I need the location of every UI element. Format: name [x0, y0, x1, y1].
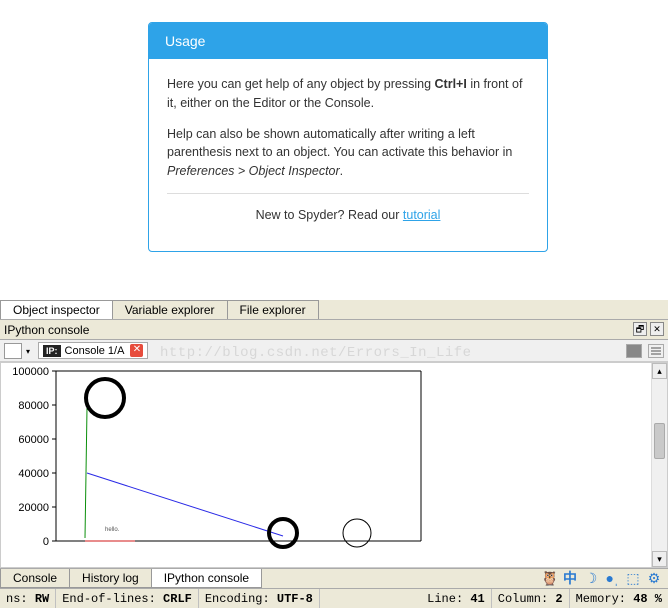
- stop-button[interactable]: [626, 344, 642, 358]
- console-tab-label: Console 1/A: [65, 345, 125, 357]
- console-tabbar: IP: Console 1/A ✕: [0, 340, 668, 362]
- box-icon[interactable]: ⬚: [625, 570, 641, 586]
- tab-object-inspector[interactable]: Object inspector: [0, 300, 113, 319]
- panel-title: IPython console: [4, 323, 89, 337]
- scroll-down-icon[interactable]: ▾: [652, 551, 667, 567]
- status-eol: End-of-lines: CRLF: [56, 589, 199, 608]
- undock-button[interactable]: 🗗: [633, 322, 647, 336]
- tab-ipython-console[interactable]: IPython console: [151, 569, 262, 588]
- moon-icon[interactable]: ☽: [583, 570, 599, 586]
- plot-output: 0 20000 40000 60000 80000 100000 hello. ▴ ▾: [0, 362, 668, 568]
- usage-footer: New to Spyder? Read our tutorial: [167, 193, 529, 237]
- ipython-badge-icon: IP:: [43, 345, 61, 357]
- options-button[interactable]: [648, 344, 664, 358]
- plot-canvas: 0 20000 40000 60000 80000 100000 hello.: [1, 363, 431, 557]
- svg-text:0: 0: [43, 536, 49, 548]
- usage-p1: Here you can get help of any object by p…: [167, 75, 529, 113]
- usage-card: Usage Here you can get help of any objec…: [148, 22, 548, 252]
- svg-text:100000: 100000: [12, 366, 49, 378]
- console-tab-1[interactable]: IP: Console 1/A ✕: [38, 342, 148, 359]
- pref-path: Preferences > Object Inspector: [167, 164, 340, 178]
- tab-console[interactable]: Console: [0, 569, 70, 588]
- tab-file-explorer[interactable]: File explorer: [227, 300, 319, 319]
- gear-icon[interactable]: ⚙: [646, 570, 662, 586]
- tab-variable-explorer[interactable]: Variable explorer: [112, 300, 228, 319]
- svg-text:40000: 40000: [18, 468, 49, 480]
- scroll-up-icon[interactable]: ▴: [652, 363, 667, 379]
- svg-text:20000: 20000: [18, 502, 49, 514]
- status-line: Line: 41: [421, 589, 492, 608]
- status-encoding: Encoding: UTF-8: [199, 589, 320, 608]
- status-bar: ns: RW End-of-lines: CRLF Encoding: UTF-…: [0, 588, 668, 608]
- inspector-tabs: Object inspector Variable explorer File …: [0, 300, 668, 320]
- status-column: Column: 2: [492, 589, 570, 608]
- system-tray: 🦉 中 ☽ ●ˌ ⬚ ⚙: [541, 570, 662, 586]
- ipython-panel-titlebar: IPython console 🗗 ✕: [0, 320, 668, 340]
- spyder-owl-icon[interactable]: 🦉: [541, 570, 557, 586]
- status-memory: Memory: 48 %: [570, 589, 668, 608]
- usage-p2: Help can also be shown automatically aft…: [167, 125, 529, 181]
- vertical-scrollbar[interactable]: ▴ ▾: [651, 363, 667, 567]
- tab-history-log[interactable]: History log: [69, 569, 152, 588]
- usage-title: Usage: [149, 23, 547, 59]
- svg-text:hello.: hello.: [105, 527, 120, 533]
- scroll-thumb[interactable]: [654, 423, 665, 459]
- new-console-button[interactable]: [4, 343, 22, 359]
- close-panel-button[interactable]: ✕: [650, 322, 664, 336]
- svg-text:60000: 60000: [18, 434, 49, 446]
- kbd-shortcut: Ctrl+I: [435, 77, 467, 91]
- close-tab-icon[interactable]: ✕: [130, 344, 143, 357]
- tutorial-link[interactable]: tutorial: [403, 208, 441, 222]
- ime-icon[interactable]: 中: [562, 570, 578, 586]
- status-permissions: ns: RW: [0, 589, 56, 608]
- punct-icon[interactable]: ●ˌ: [604, 570, 620, 586]
- svg-text:80000: 80000: [18, 400, 49, 412]
- usage-body: Here you can get help of any object by p…: [149, 59, 547, 251]
